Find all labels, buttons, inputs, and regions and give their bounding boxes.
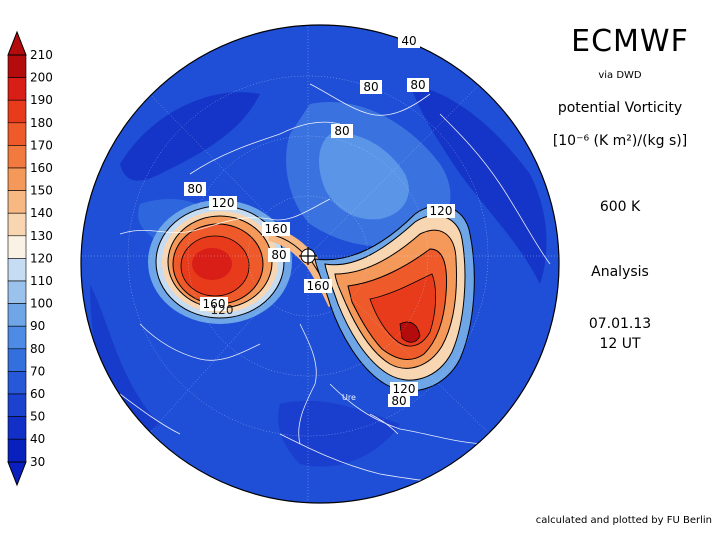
colorbar-box <box>7 235 27 259</box>
credit-label: calculated and plotted by FU Berlin <box>535 515 712 526</box>
north-pole-marker <box>299 247 317 265</box>
level-label: 600 K <box>599 199 641 215</box>
colorbar-label: 50 <box>30 410 45 424</box>
medium-pv-region <box>318 133 409 220</box>
source-label: via DWD <box>598 70 642 81</box>
colorbar-box <box>7 212 27 237</box>
colorbar-label: 110 <box>30 274 53 288</box>
colorbar-box <box>7 303 27 327</box>
colorbar-box <box>7 280 27 304</box>
contour-label: 120 <box>390 382 418 396</box>
colorbar-box <box>7 258 27 282</box>
colorbar-box <box>7 190 27 214</box>
colorbar-box <box>7 438 27 463</box>
svg-text:160: 160 <box>307 279 330 293</box>
svg-text:120: 120 <box>393 382 416 396</box>
colorbar-label: 40 <box>30 432 45 446</box>
model-title: ECMWF <box>571 24 689 59</box>
svg-text:80: 80 <box>334 124 349 138</box>
colorbar-box <box>7 145 27 169</box>
contour-labels: 40 80 80 80 80 120 160 80 120 160 160 12… <box>184 34 455 408</box>
contour-label: 40 <box>398 34 420 48</box>
colorbar-boxes <box>7 54 27 463</box>
contour-label: 160 <box>262 222 290 236</box>
svg-text:120: 120 <box>211 303 234 317</box>
contour-label: 120 <box>211 303 234 317</box>
colorbar-box <box>7 325 27 350</box>
type-label: Analysis <box>591 264 649 280</box>
colorbar-label: 190 <box>30 93 53 107</box>
colorbar: 210 200 190 180 170 160 150 140 130 120 110 100 90 80… <box>7 30 53 487</box>
time-label: 12 UT <box>599 336 641 352</box>
svg-text:120: 120 <box>212 196 235 210</box>
graticule <box>81 25 559 503</box>
contour-label: 80 <box>388 394 410 408</box>
colorbar-box <box>7 167 27 191</box>
contour-label: 80 <box>268 248 290 262</box>
contour-label: 120 <box>209 196 237 210</box>
quantity-label: potential Vorticity <box>557 100 683 116</box>
coastlines <box>119 83 551 483</box>
svg-text:120: 120 <box>430 204 453 218</box>
colorbar-label: 130 <box>30 229 53 243</box>
units-label: [10⁻⁶ (K m²)/(kg s)] <box>552 133 688 149</box>
colorbar-box <box>7 122 27 146</box>
colorbar-box <box>7 54 27 78</box>
svg-text:80: 80 <box>391 394 406 408</box>
low-pv-region <box>278 400 400 467</box>
colorbar-label: 100 <box>30 297 53 311</box>
contour-label: 80 <box>184 182 206 196</box>
map-border <box>80 24 560 504</box>
date-label: 07.01.13 <box>588 316 652 332</box>
svg-text:40: 40 <box>401 34 416 48</box>
contour-label: 160 <box>304 279 332 293</box>
colorbar-labels: 210 200 190 180 170 160 150 140 130 120 110 100 90 80… <box>30 48 53 469</box>
svg-text:80: 80 <box>187 182 202 196</box>
colorbar-label: 140 <box>30 206 53 220</box>
low-pv-region <box>410 84 547 284</box>
low-pv-region <box>120 92 260 181</box>
svg-text:80: 80 <box>410 78 425 92</box>
colorbar-label: 80 <box>30 342 45 356</box>
contour-label: 80 <box>331 124 353 138</box>
colorbar-label: 160 <box>30 161 53 175</box>
colorbar-label: 150 <box>30 184 53 198</box>
contour-label: 120 <box>427 204 455 218</box>
colorbar-label: 180 <box>30 116 53 130</box>
colorbar-box <box>7 348 27 372</box>
contour-label: 80 <box>360 80 382 94</box>
colorbar-label: 70 <box>30 364 45 378</box>
colorbar-top-arrow <box>7 30 27 56</box>
colorbar-box <box>7 416 27 440</box>
svg-text:160: 160 <box>203 297 226 311</box>
svg-text:80: 80 <box>271 248 286 262</box>
colorbar-box <box>7 393 27 417</box>
pv-anomaly-west <box>148 200 292 324</box>
colorbar-box <box>7 99 27 124</box>
svg-text:160: 160 <box>265 222 288 236</box>
colorbar-bottom-arrow <box>7 461 27 487</box>
colorbar-label: 60 <box>30 387 45 401</box>
colorbar-label: 210 <box>30 48 53 62</box>
colorbar-label: 30 <box>30 455 45 469</box>
place-label: Ure <box>342 393 356 402</box>
polar-map: 40 80 80 80 80 120 160 80 120 160 160 12… <box>80 24 560 504</box>
colorbar-label: 90 <box>30 319 45 333</box>
contour-label: 160 <box>200 297 228 311</box>
pv-anomaly-east <box>314 205 475 392</box>
contour-label: 80 <box>407 78 429 92</box>
colorbar-box <box>7 77 27 101</box>
colorbar-label: 200 <box>30 71 53 85</box>
colorbar-label: 170 <box>30 138 53 152</box>
svg-text:80: 80 <box>363 80 378 94</box>
colorbar-box <box>7 371 27 395</box>
colorbar-label: 120 <box>30 251 53 265</box>
